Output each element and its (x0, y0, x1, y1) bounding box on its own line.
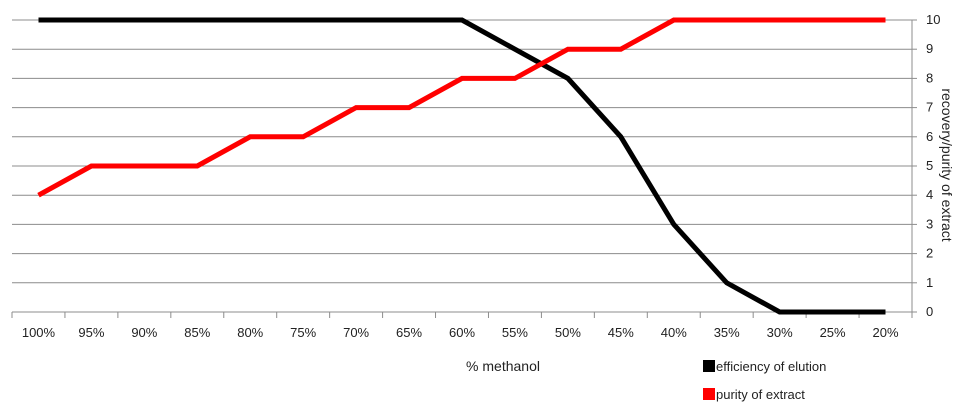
x-tick-label: 40% (661, 325, 687, 340)
x-tick-label: 60% (449, 325, 475, 340)
y-tick-label: 5 (926, 158, 933, 173)
y-tick-label: 0 (926, 304, 933, 319)
y-tick-label: 9 (926, 41, 933, 56)
series-line-purity-of-extract (37, 17, 886, 198)
y-tick-label: 7 (926, 100, 933, 115)
x-tick-label: 55% (502, 325, 528, 340)
tick-labels: 0 1 2 3 4 5 6 7 8 9 10 100% 95% 90% 85% 80% 75% 70% 65% 60%… (22, 12, 941, 340)
legend-swatch (703, 388, 715, 400)
x-tick-label: 70% (343, 325, 369, 340)
x-tick-label: 50% (555, 325, 581, 340)
legend-label: purity of extract (716, 387, 805, 402)
y-tick-label: 2 (926, 246, 933, 261)
x-tick-label: 85% (184, 325, 210, 340)
x-tick-label: 35% (714, 325, 740, 340)
legend: efficiency of elution purity of extract (703, 359, 826, 402)
x-tick-label: 20% (873, 325, 899, 340)
legend-label: efficiency of elution (716, 359, 826, 374)
y-tick-label: 10 (926, 12, 940, 27)
y-axis-title: recovery/purity of extract (939, 88, 955, 241)
x-tick-label: 30% (767, 325, 793, 340)
gridlines (12, 19, 912, 284)
x-tick-label: 75% (290, 325, 316, 340)
series-line-efficiency-of-elution (38, 17, 886, 315)
y-tick-label: 4 (926, 187, 933, 202)
x-tick-label: 80% (237, 325, 263, 340)
y-tick-label: 8 (926, 70, 933, 85)
x-tick-label: 25% (820, 325, 846, 340)
y-tick-label: 1 (926, 275, 933, 290)
legend-swatch (703, 360, 715, 372)
x-axis-title: % methanol (466, 358, 540, 374)
x-tick-label: 100% (22, 325, 56, 340)
y-tick-label: 6 (926, 129, 933, 144)
y-tick-label: 3 (926, 216, 933, 231)
series-lines (37, 17, 886, 315)
x-tick-label: 65% (396, 325, 422, 340)
x-tick-label: 90% (131, 325, 157, 340)
x-tick-label: 95% (78, 325, 104, 340)
x-tick-label: 45% (608, 325, 634, 340)
axes (11, 19, 917, 318)
